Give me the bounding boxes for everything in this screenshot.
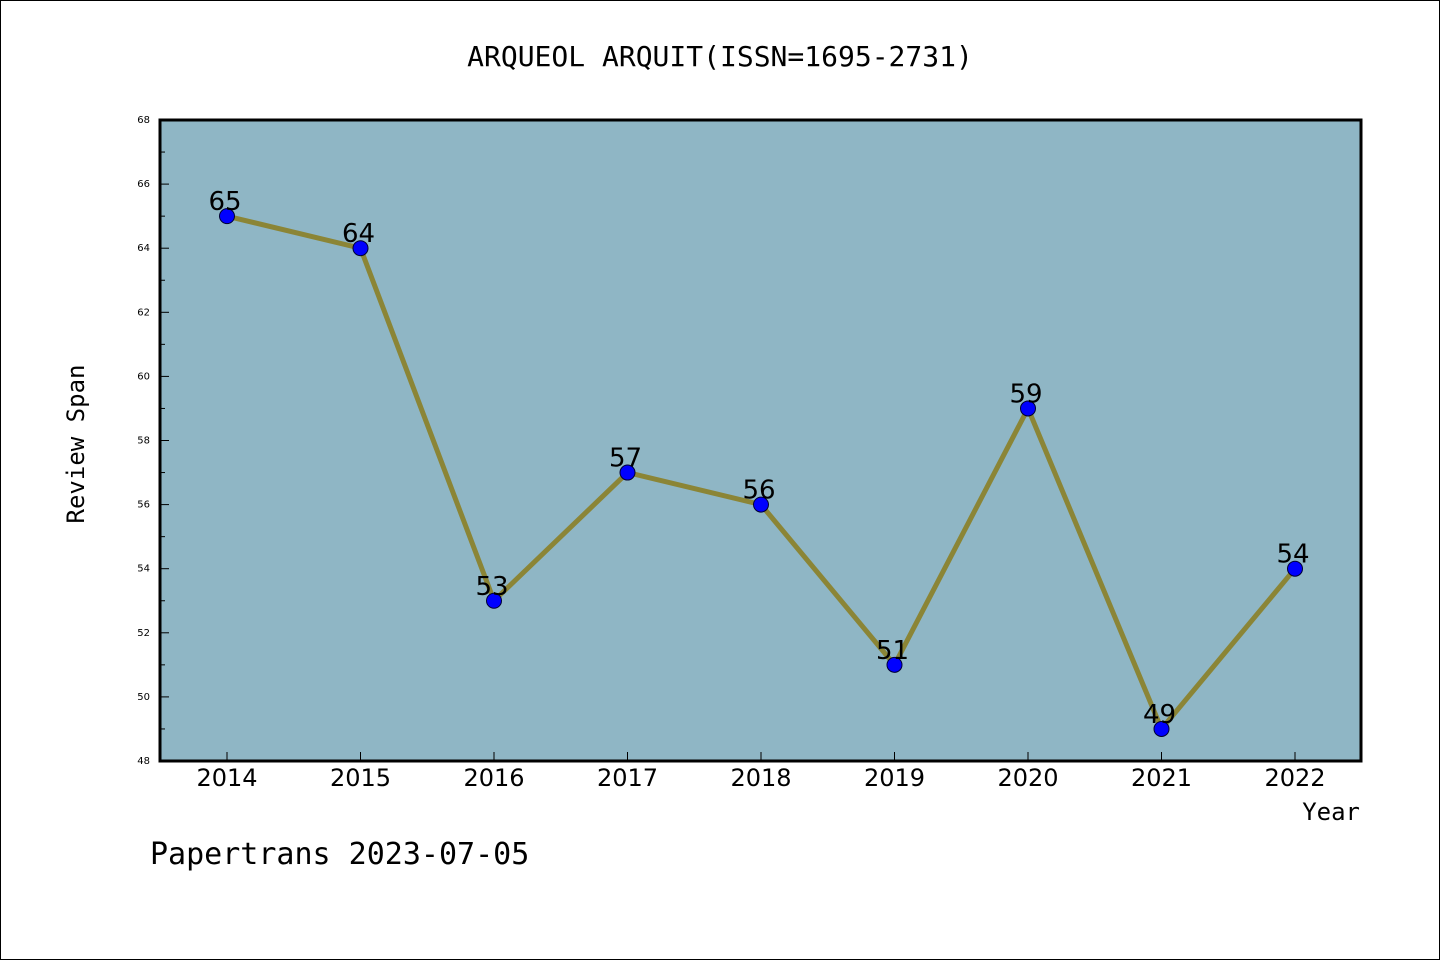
y-tick-label-66: 66 bbox=[137, 179, 150, 190]
data-label-2019: 51 bbox=[876, 636, 909, 666]
x-tick-label-2016: 2016 bbox=[463, 764, 524, 792]
data-label-2021: 49 bbox=[1143, 700, 1176, 730]
chart-title: ARQUEOL ARQUIT(ISSN=1695-2731) bbox=[467, 40, 973, 73]
y-tick-label-58: 58 bbox=[137, 436, 150, 447]
data-point-2018 bbox=[753, 496, 769, 513]
data-label-2016: 53 bbox=[475, 572, 508, 602]
x-tick-label-2021: 2021 bbox=[1131, 764, 1192, 792]
y-tick-label-56: 56 bbox=[137, 500, 150, 511]
y-tick-label-64: 64 bbox=[137, 243, 150, 254]
plot-frame bbox=[158, 118, 1363, 763]
y-tick-label-60: 60 bbox=[137, 371, 150, 382]
data-point-2020 bbox=[1020, 400, 1036, 417]
x-tick-label-2019: 2019 bbox=[864, 764, 925, 792]
data-point-2019 bbox=[886, 656, 903, 673]
plot-area bbox=[160, 120, 1361, 761]
x-axis: 2014 2015 2016 2017 2018 2019 2020 2021 2022 bbox=[196, 752, 1326, 792]
watermark: Papertrans 2023-07-05 bbox=[150, 837, 529, 872]
data-label-2015: 64 bbox=[342, 219, 375, 249]
data-label-2020: 59 bbox=[1009, 379, 1042, 409]
data-point-2017 bbox=[619, 464, 636, 481]
data-label-2014: 65 bbox=[208, 187, 241, 217]
x-tick-label-2015: 2015 bbox=[330, 764, 391, 792]
x-axis-label: Year bbox=[1302, 798, 1360, 826]
data-point-2015 bbox=[352, 240, 369, 257]
y-tick-label-54: 54 bbox=[137, 564, 150, 575]
y-tick-label-52: 52 bbox=[137, 628, 150, 639]
data-point-2014 bbox=[219, 208, 235, 225]
x-tick-label-2022: 2022 bbox=[1264, 764, 1325, 792]
x-tick-label-2018: 2018 bbox=[730, 764, 791, 792]
data-label-2022: 54 bbox=[1276, 540, 1309, 570]
x-tick-label-2014: 2014 bbox=[196, 764, 257, 792]
y-tick-label-68: 68 bbox=[137, 115, 150, 126]
y-tick-label-48: 48 bbox=[137, 756, 150, 767]
data-point-2022 bbox=[1287, 560, 1303, 577]
data-label-2017: 57 bbox=[609, 444, 642, 474]
data-point-2021 bbox=[1153, 720, 1170, 737]
data-point-2016 bbox=[486, 592, 502, 609]
data-label-2018: 56 bbox=[742, 476, 775, 506]
y-tick-label-62: 62 bbox=[137, 307, 150, 318]
y-tick-label-50: 50 bbox=[137, 692, 150, 703]
x-tick-label-2020: 2020 bbox=[997, 764, 1058, 792]
x-tick-label-2017: 2017 bbox=[597, 764, 658, 792]
y-axis-label: Review Span bbox=[62, 365, 90, 524]
series: 65 64 53 57 56 51 59 49 54 bbox=[208, 187, 1310, 737]
